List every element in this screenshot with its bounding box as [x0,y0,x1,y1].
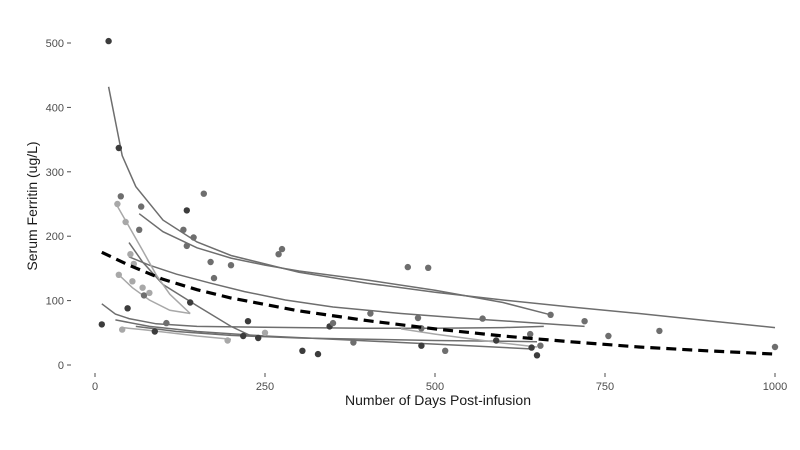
data-point-15 [183,207,190,214]
data-point-5 [122,218,129,226]
data-point-30 [151,328,158,335]
data-point-22 [227,262,235,269]
y-axis-title: Serum Ferritin (ug/L) [24,141,40,270]
data-point-2 [115,144,123,152]
data-point-33 [244,318,252,325]
y-tick-label: 400 [46,102,64,114]
data-point-28 [98,321,106,328]
data-point-43 [425,264,432,271]
y-tick-label: 300 [46,167,64,179]
data-point-49 [493,337,500,344]
data-point-9 [129,278,136,285]
data-point-56 [605,332,612,340]
patient-curve-1 [107,86,776,329]
patient-curve-2 [138,213,551,316]
data-point-27 [124,305,131,312]
data-point-18 [183,242,190,250]
data-point-55 [581,318,588,325]
data-point-31 [224,337,231,344]
data-point-58 [771,343,779,351]
data-point-29 [119,326,126,333]
data-point-21 [210,274,218,282]
data-point-44 [414,314,422,322]
data-point-50 [527,330,534,338]
patient-curve-6 [118,274,191,315]
data-point-23 [278,245,286,253]
x-tick-label: 500 [426,381,444,393]
data-point-52 [533,352,541,359]
data-point-41 [367,310,374,317]
data-point-36 [299,347,306,354]
data-point-20 [207,258,214,266]
data-point-3 [117,193,125,200]
y-tick-label: 200 [46,231,64,243]
data-point-19 [200,190,207,197]
x-tick-label: 0 [92,381,98,393]
data-point-24 [275,251,282,258]
x-tick-label: 750 [596,381,614,393]
data-point-34 [261,329,269,336]
data-point-57 [656,327,663,335]
data-point-4 [114,200,121,208]
data-point-26 [163,319,170,327]
data-point-1 [105,37,112,45]
x-axis-title: Number of Days Post-infusion [345,392,531,408]
y-tick-label: 100 [46,296,64,308]
data-point-10 [139,284,146,291]
x-tick-label: 1000 [763,381,787,393]
data-point-17 [190,234,197,241]
data-point-35 [255,334,262,342]
patient-curve-3 [128,256,585,328]
data-point-8 [115,271,123,278]
patient-curve-11 [400,328,538,348]
data-point-13 [138,203,145,210]
data-point-51 [528,344,535,351]
data-point-37 [314,350,322,358]
data-point-32 [240,332,247,340]
y-tick-label: 500 [46,38,64,50]
data-point-48 [479,315,486,322]
data-point-40 [350,339,357,346]
patient-curve-10 [122,326,232,340]
axis-ticks: 0 100 200 300 400 500 0 250 500 750 1000 [46,38,788,393]
data-point-42 [404,263,411,271]
patient-curve-7 [101,303,544,330]
data-point-25 [187,299,194,306]
data-point-6 [127,251,134,258]
data-point-14 [136,226,143,233]
data-point-54 [547,311,554,318]
plot-area [98,37,779,359]
data-point-12 [146,289,153,297]
data-point-46 [418,342,425,349]
y-tick-label: 0 [58,360,64,372]
overall-trend-line [101,250,776,356]
x-tick-label: 250 [256,381,274,393]
data-point-16 [180,226,187,233]
data-point-39 [329,319,337,327]
data-point-11 [140,292,148,299]
data-point-53 [537,342,544,349]
data-point-47 [442,347,449,354]
patient-curve-4 [128,242,252,337]
